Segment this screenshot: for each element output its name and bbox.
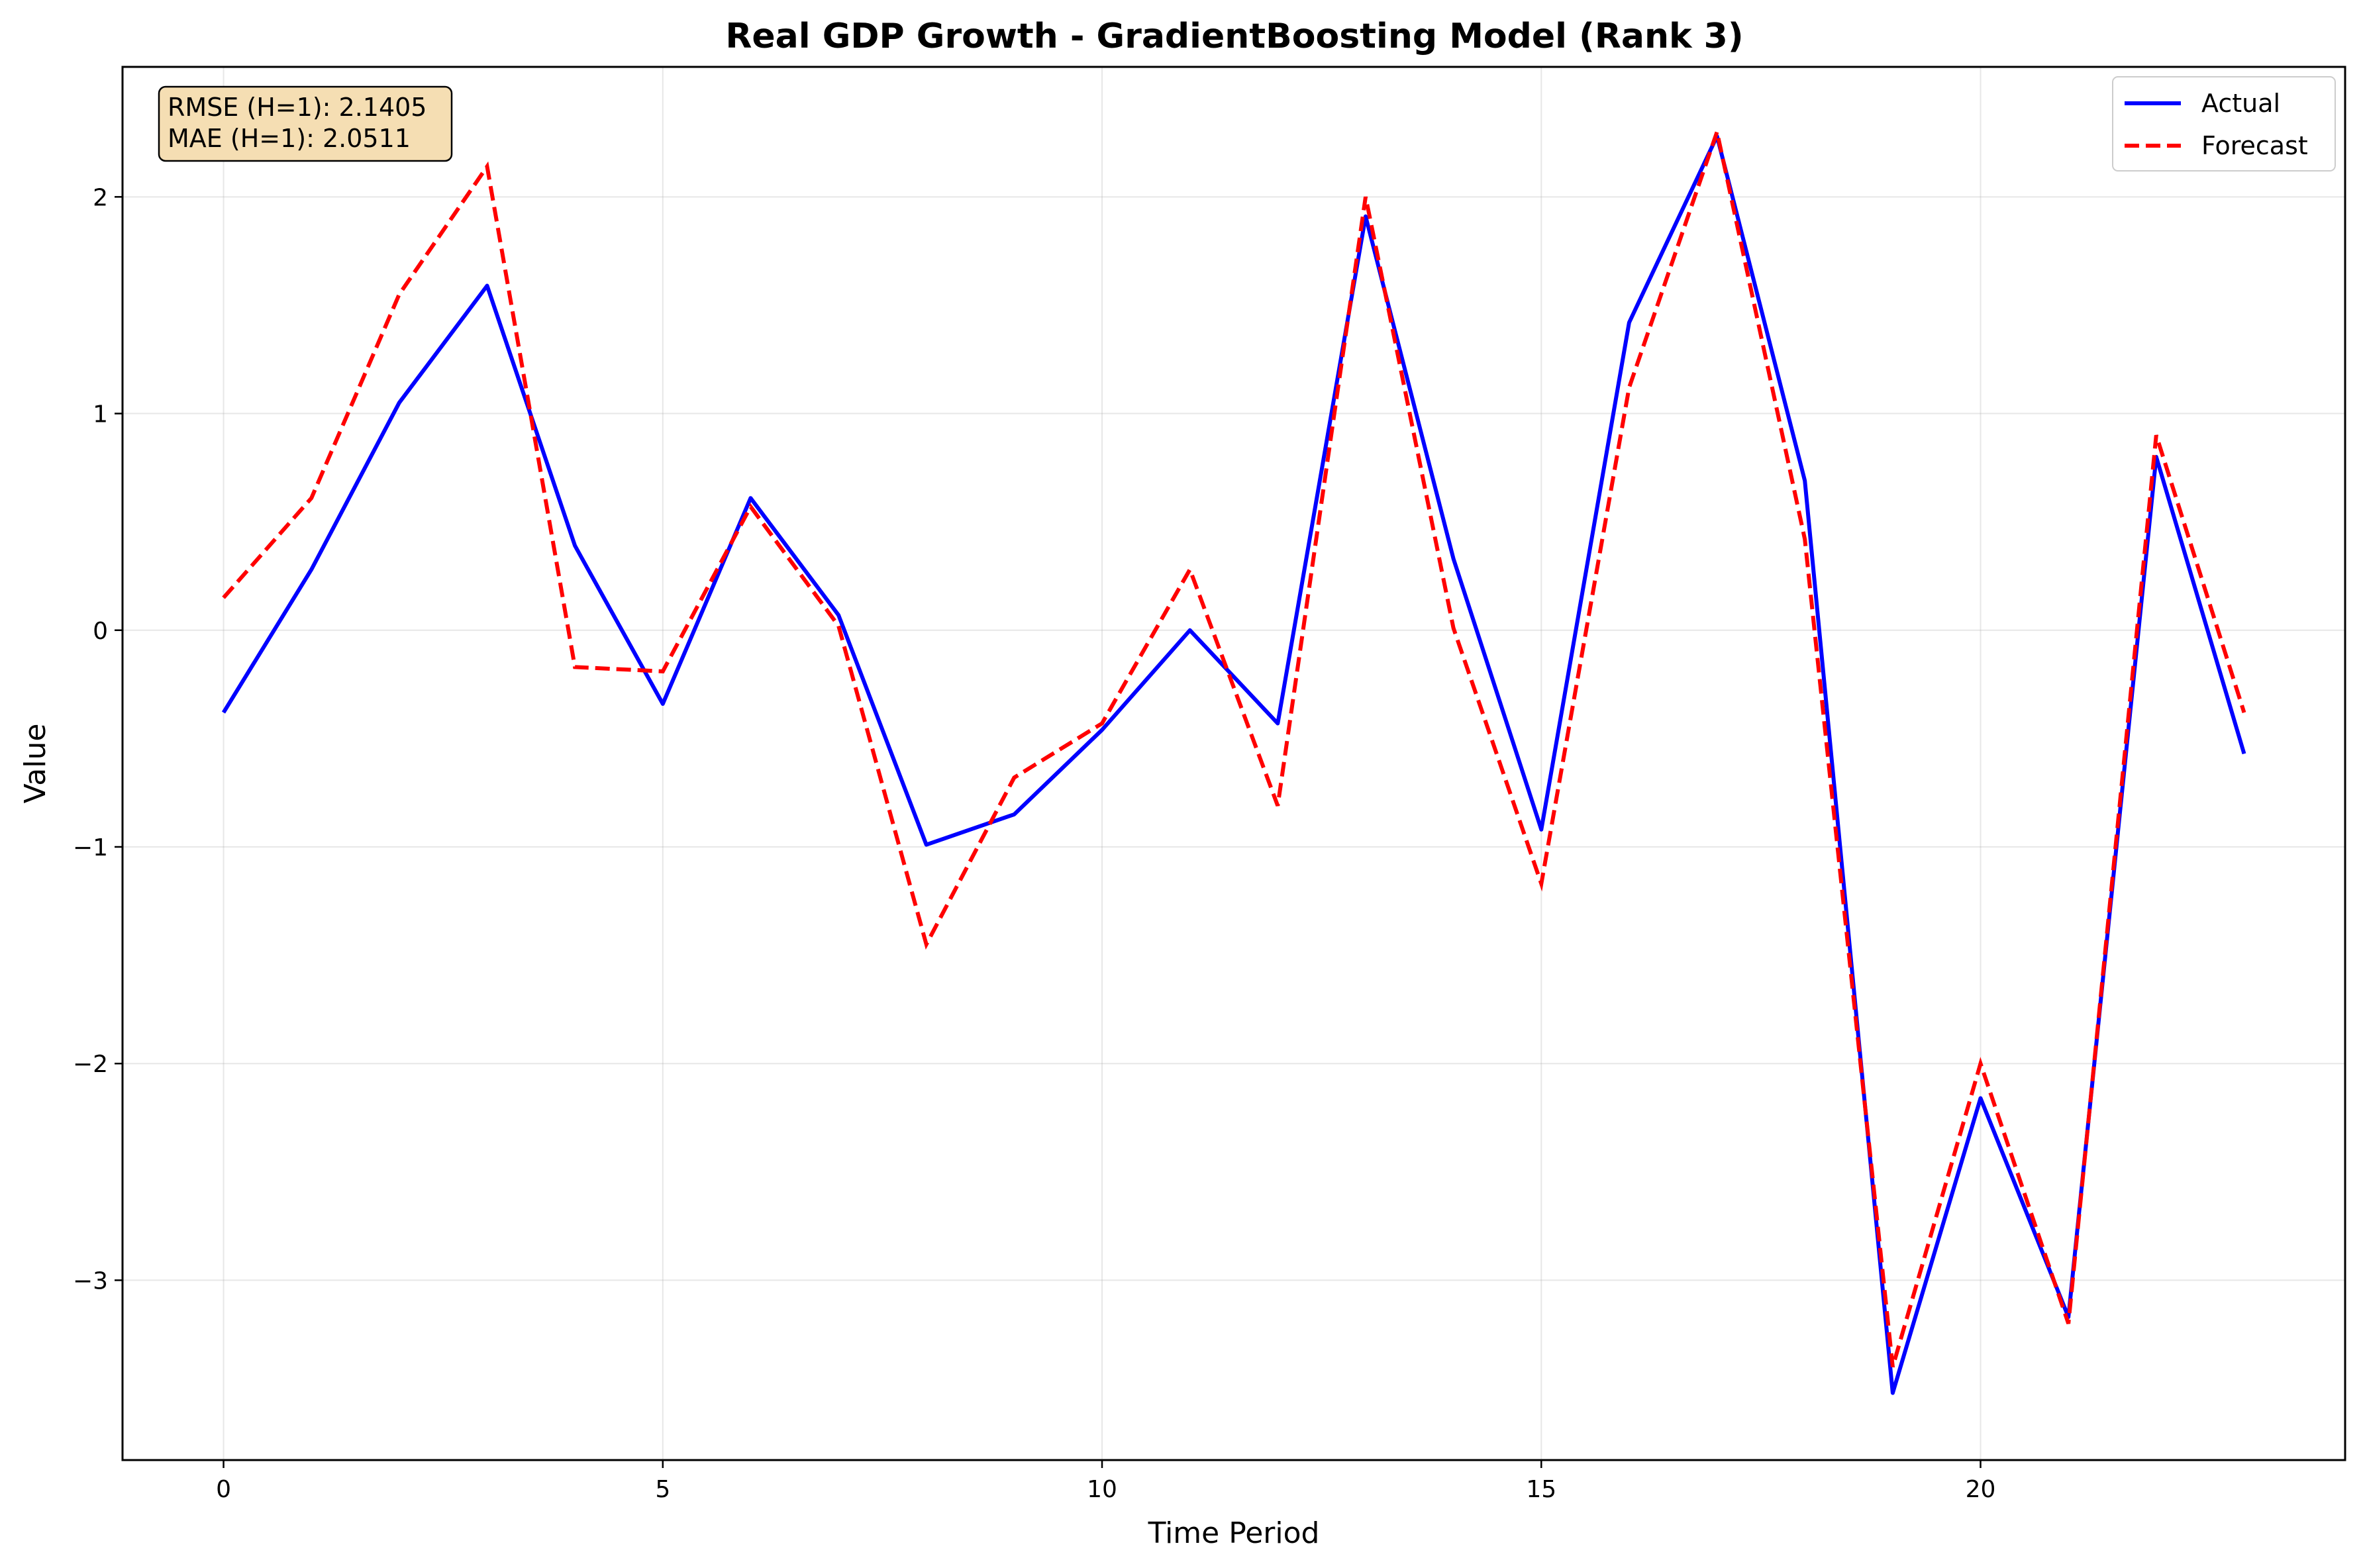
chart-title: Real GDP Growth - GradientBoosting Model… xyxy=(725,17,1743,56)
mae-text: MAE (H=1): 2.0511 xyxy=(168,124,411,153)
y-tick-label: −2 xyxy=(73,1051,108,1078)
y-tick-label: −1 xyxy=(73,834,108,861)
metrics-annotation: RMSE (H=1): 2.1405 MAE (H=1): 2.0511 xyxy=(158,85,453,162)
grid xyxy=(123,67,2345,1460)
y-tick-label: 0 xyxy=(93,618,108,645)
legend: Actual Forecast xyxy=(2112,76,2336,172)
x-axis-label: Time Period xyxy=(1148,1516,1320,1550)
y-tick-label: −3 xyxy=(73,1267,108,1295)
rmse-text: RMSE (H=1): 2.1405 xyxy=(168,93,427,122)
series-line-forecast xyxy=(222,124,2246,1368)
y-tick-label: 2 xyxy=(93,184,108,211)
legend-actual-label: Actual xyxy=(2201,89,2280,118)
series-layer xyxy=(221,124,2246,1395)
x-tick-label: 20 xyxy=(1966,1476,1996,1503)
x-tick-label: 15 xyxy=(1526,1476,1556,1503)
x-tick-label: 5 xyxy=(655,1476,670,1503)
metrics-box xyxy=(158,85,453,162)
y-axis-label: Value xyxy=(19,724,52,804)
y-axis: −3 −2 −1 0 1 2 xyxy=(73,184,123,1295)
x-tick-label: 10 xyxy=(1087,1476,1117,1503)
x-axis: 0 5 10 15 20 xyxy=(216,1460,1995,1503)
plot-frame xyxy=(121,66,2346,1461)
legend-forecast-label: Forecast xyxy=(2201,131,2308,160)
series-line-actual xyxy=(221,134,2246,1395)
y-tick-label: 1 xyxy=(93,401,108,428)
x-tick-label: 0 xyxy=(216,1476,231,1503)
